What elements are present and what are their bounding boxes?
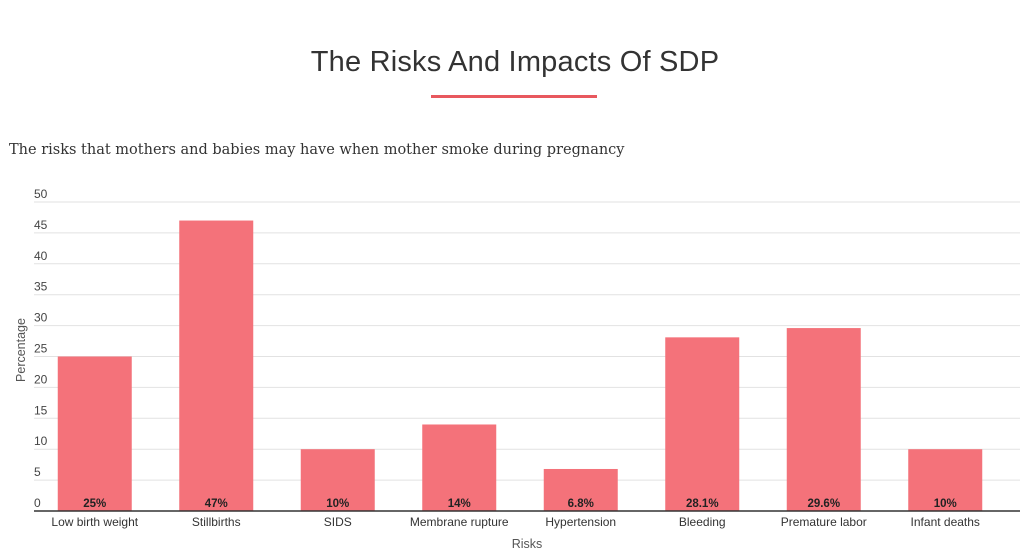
x-tick-label: Membrane rupture	[410, 515, 509, 529]
bar	[786, 328, 861, 511]
x-tick-label: Stillbirths	[192, 515, 241, 529]
data-label: 10%	[934, 498, 957, 510]
page-title: The Risks And Impacts Of SDP	[310, 46, 720, 78]
y-tick-label: 35	[34, 280, 48, 294]
bar	[179, 220, 254, 512]
data-label: 47%	[205, 498, 228, 510]
y-tick-label: 30	[34, 311, 48, 325]
title-underline	[431, 95, 597, 98]
bar	[543, 468, 618, 511]
x-tick-label: Low birth weight	[51, 515, 138, 529]
y-tick-label: 20	[34, 372, 48, 386]
data-label: 28.1%	[686, 498, 719, 510]
y-tick-label: 50	[34, 187, 48, 201]
data-label: 6.8%	[568, 498, 594, 510]
y-tick-label: 10	[34, 434, 48, 448]
data-label: 10%	[326, 498, 349, 510]
x-tick-label: Premature labor	[781, 515, 867, 529]
data-label: 29.6%	[807, 498, 840, 510]
chart-subtitle: The risks that mothers and babies may ha…	[9, 142, 625, 158]
bar	[422, 424, 497, 511]
data-label: 25%	[83, 498, 106, 510]
x-axis-title: Risks	[512, 537, 543, 551]
bar	[908, 449, 983, 511]
data-label: 14%	[448, 498, 471, 510]
y-tick-label: 5	[34, 465, 41, 479]
y-tick-label: 0	[34, 496, 41, 510]
bar	[665, 337, 740, 511]
x-tick-label: SIDS	[324, 515, 352, 529]
y-axis-title: Percentage	[14, 318, 28, 382]
y-tick-label: 15	[34, 403, 48, 417]
bar	[300, 449, 375, 511]
y-tick-label: 25	[34, 342, 48, 356]
y-tick-label: 45	[34, 218, 48, 232]
x-tick-label: Hypertension	[545, 515, 616, 529]
x-tick-label: Bleeding	[679, 515, 726, 529]
y-tick-label: 40	[34, 249, 48, 263]
x-tick-label: Infant deaths	[911, 515, 980, 529]
bar	[57, 356, 132, 511]
